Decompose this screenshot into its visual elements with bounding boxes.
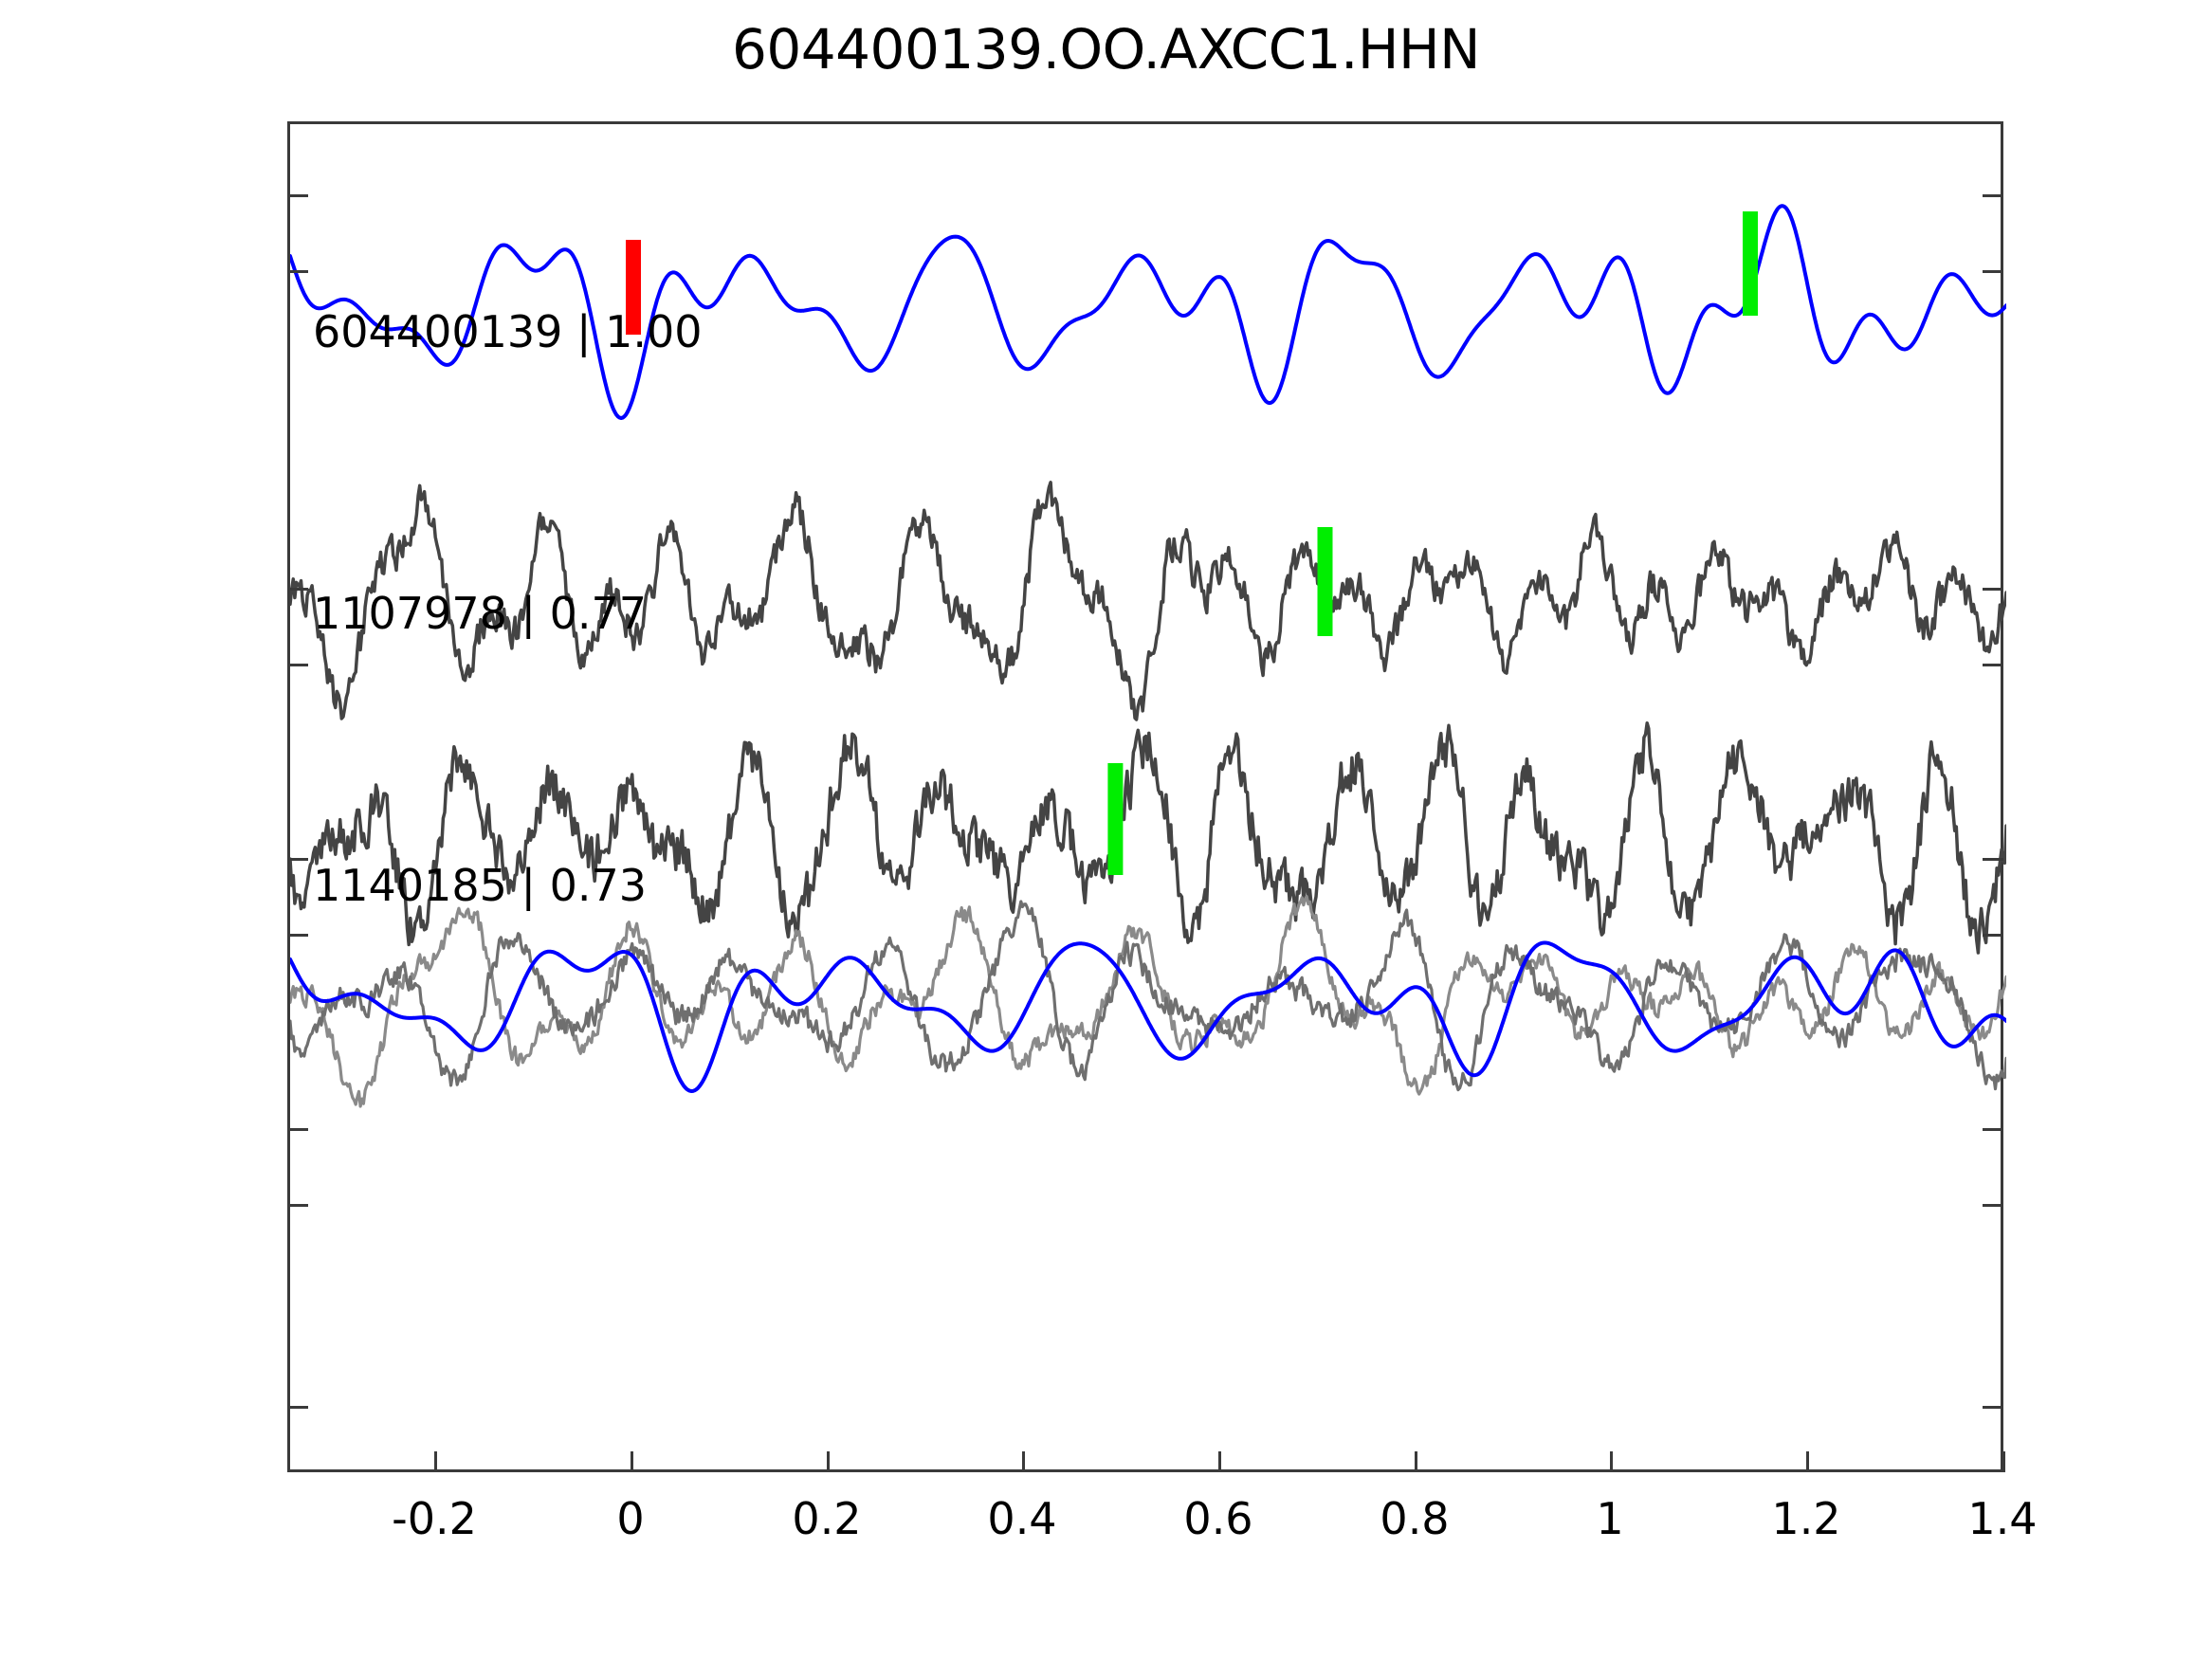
x-tick-mark [1610,1451,1613,1472]
x-tick-mark [434,1451,437,1472]
x-tick-mark [631,1451,633,1472]
y-tick-mark [1983,270,2003,273]
y-tick-mark [1983,664,2003,666]
y-tick-mark [287,194,308,197]
y-tick-mark [1983,858,2003,861]
waveform-trace [290,204,2006,420]
trace-label-1140185: 1140185 | 0.73 [313,860,648,911]
y-tick-mark [287,1128,308,1131]
y-tick-mark [287,270,308,273]
waveform-trace [290,481,2006,721]
y-tick-mark [1983,1406,2003,1409]
x-tick-label: 1.4 [1967,1493,2038,1544]
y-tick-mark [1983,588,2003,591]
waveform-trace [290,720,2006,955]
x-tick-mark [2002,1451,2005,1472]
x-tick-mark [827,1451,830,1472]
y-tick-mark [1983,934,2003,937]
x-tick-label: 0.2 [792,1493,862,1544]
detection-pick-marker [1317,527,1333,636]
trace-label-604400139: 604400139 | 1.00 [313,306,703,357]
detection-pick-marker [1107,763,1124,875]
x-tick-label: -0.2 [392,1493,477,1544]
waveform-trace [290,900,2006,1092]
waveform-trace [290,940,2006,1093]
waveform-canvas [290,204,2006,1108]
x-tick-label: 0.4 [987,1493,1057,1544]
y-tick-mark [287,588,308,591]
y-tick-mark [1983,1128,2003,1131]
plot-area [287,121,2006,1472]
waveform-trace [290,895,2006,1108]
page-title: 604400139.OO.AXCC1.HHN [731,17,1481,82]
y-tick-mark [287,934,308,937]
x-tick-label: 0.6 [1183,1493,1253,1544]
y-tick-mark [287,1204,308,1207]
x-tick-mark [1415,1451,1417,1472]
y-tick-mark [1983,194,2003,197]
y-tick-mark [1983,1204,2003,1207]
x-tick-label: 1.2 [1771,1493,1841,1544]
y-tick-mark [287,664,308,666]
y-tick-mark [287,1406,308,1409]
trace-label-1107978: 1107978 | 0.77 [313,588,648,639]
y-tick-mark [287,858,308,861]
x-tick-label: 0.8 [1380,1493,1450,1544]
x-tick-mark [1022,1451,1025,1472]
x-tick-label: 0 [616,1493,645,1544]
reference-pick-marker [626,240,641,335]
detection-pick-marker [1743,211,1758,316]
x-tick-label: 1 [1596,1493,1624,1544]
x-tick-mark [1218,1451,1221,1472]
x-tick-mark [1806,1451,1809,1472]
